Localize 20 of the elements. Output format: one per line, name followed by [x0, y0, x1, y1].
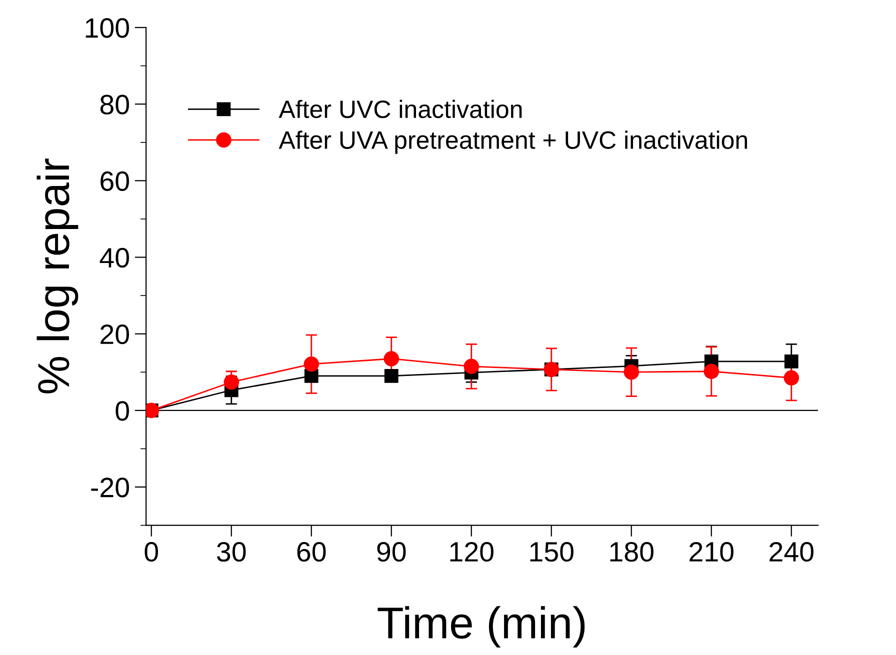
x-axis-title: Time (min) [378, 606, 585, 648]
x-tick-label: 60 [297, 542, 326, 562]
y-tick-label: 60 [100, 171, 129, 192]
y-tick-label: 40 [100, 248, 129, 268]
x-tick-label: 180 [610, 542, 654, 562]
y-tick-label: 20 [100, 324, 129, 344]
y-tick-label: 0 [116, 401, 129, 421]
y-tick-label: 80 [100, 94, 129, 114]
y-tick-label: -20 [91, 478, 129, 498]
legend-label: After UVC inactivation [278, 100, 522, 118]
y-axis-title: % log repair [36, 158, 78, 394]
x-tick-label: 120 [450, 542, 494, 562]
x-tick-label: 0 [144, 542, 158, 562]
x-tick-label: 30 [216, 542, 246, 562]
x-tick-label: 240 [770, 542, 814, 562]
legend-label: After UVA pretreatment + UVC inactivation [278, 130, 747, 154]
x-tick-label: 210 [690, 542, 734, 562]
x-tick-label: 150 [530, 542, 574, 562]
y-tick-label: 100 [86, 18, 129, 38]
x-tick-label: 90 [377, 542, 406, 562]
